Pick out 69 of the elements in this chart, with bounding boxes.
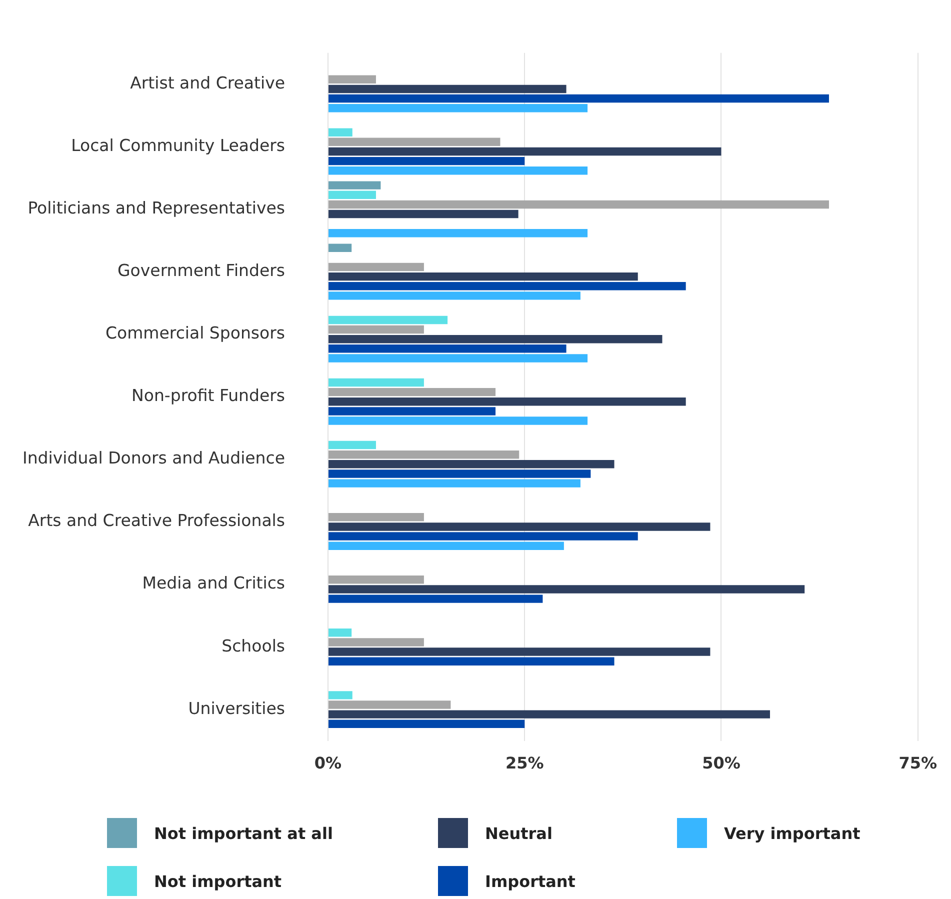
bar: [328, 398, 686, 406]
y-tick-label: Arts and Creative Professionals: [28, 511, 285, 530]
bar: [328, 325, 424, 334]
bar: [328, 460, 614, 468]
bar: [328, 691, 352, 700]
bar: [328, 638, 424, 646]
bar: [328, 94, 829, 103]
bar: [328, 648, 710, 656]
bar: [328, 138, 500, 146]
y-tick-label: Media and Critics: [142, 574, 285, 593]
legend-label: Important: [485, 872, 576, 890]
bar: [328, 378, 424, 387]
bar: [328, 576, 424, 584]
bar: [328, 657, 614, 666]
bar: [328, 440, 376, 450]
bar: [328, 272, 638, 281]
y-tick-label: Commercial Sponsors: [105, 324, 285, 343]
legend-label: Not important: [154, 872, 282, 890]
bar: [328, 720, 525, 728]
bar: [328, 282, 686, 290]
bar: [328, 128, 352, 136]
bar: [328, 156, 525, 166]
x-tick-label: 75%: [898, 754, 937, 773]
bar: [328, 344, 566, 353]
x-tick-label: 50%: [702, 754, 740, 773]
bar: [328, 84, 566, 94]
bar: [328, 416, 588, 425]
bar: [328, 585, 805, 594]
bar: [328, 229, 588, 238]
y-tick-label: Local Community Leaders: [71, 136, 285, 155]
bar: [328, 450, 520, 459]
x-tick-label: 25%: [505, 754, 544, 773]
bar: [328, 316, 448, 324]
bar: [328, 75, 376, 84]
bar: [328, 470, 591, 478]
y-tick-label: Individual Donors and Audience: [22, 448, 285, 468]
bar: [328, 181, 381, 190]
bar: [328, 388, 496, 396]
bar: [328, 407, 496, 416]
bar: [328, 210, 518, 218]
bar: [328, 166, 588, 175]
bar: [328, 200, 829, 209]
legend-label: Very important: [724, 824, 860, 842]
x-tick-label: 0%: [314, 754, 342, 773]
y-tick-label: Universities: [188, 698, 285, 718]
bar: [328, 710, 770, 718]
bar: [328, 628, 352, 637]
bar: [328, 292, 580, 300]
bar: [328, 147, 722, 156]
bar: [328, 244, 352, 252]
legend-label: Not important at all: [154, 824, 333, 842]
bar: [328, 532, 638, 540]
bar: [328, 594, 543, 603]
bar: [328, 479, 580, 488]
y-tick-label: Artist and Creative: [130, 73, 285, 92]
bar: [328, 334, 662, 344]
y-tick-label: Politicians and Representatives: [28, 198, 285, 218]
y-tick-label: Government Finders: [118, 261, 285, 280]
bar: [328, 513, 424, 522]
bar: [328, 542, 564, 550]
bar: [328, 190, 376, 200]
legend-label: Neutral: [485, 824, 552, 842]
y-tick-label: Non-profit Funders: [132, 386, 285, 406]
y-tick-label: Schools: [222, 636, 285, 656]
bar: [328, 262, 424, 272]
bar: [328, 700, 451, 709]
bar: [328, 522, 710, 531]
bar: [328, 104, 588, 112]
bar: [328, 354, 588, 362]
